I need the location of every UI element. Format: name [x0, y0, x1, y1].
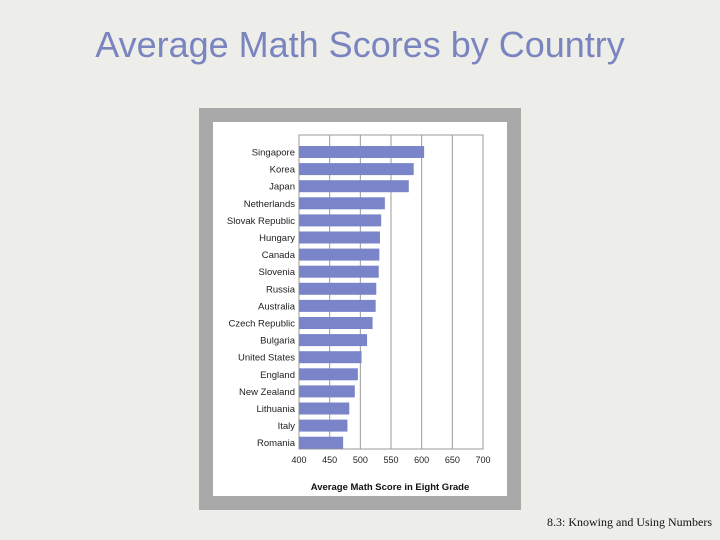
category-label: New Zealand [239, 387, 295, 398]
bar [299, 265, 379, 278]
bar [299, 334, 368, 347]
bar [299, 248, 380, 261]
bar [299, 146, 425, 158]
bar [299, 317, 373, 329]
category-label: Netherlands [244, 199, 295, 210]
bar [299, 282, 377, 295]
chart-frame: Singapore Korea Japan Netherlands Slovak Rep… [199, 108, 521, 510]
slide-title: Average Math Scores by Country [95, 24, 625, 65]
bar [299, 368, 358, 381]
x-tick-labels: 400 450 500 550 600 650 700 [291, 455, 490, 465]
category-label: England [260, 370, 295, 381]
bar-chart: Singapore Korea Japan Netherlands Slovak Rep… [227, 134, 491, 493]
x-tick-label: 550 [383, 455, 398, 465]
category-label: United States [238, 353, 295, 364]
category-label: Bulgaria [260, 336, 296, 347]
bar [299, 180, 409, 193]
x-tick-label: 600 [414, 455, 429, 465]
bar [299, 436, 344, 449]
x-tick-label: 400 [291, 455, 306, 465]
bar [299, 163, 414, 176]
category-label: Singapore [252, 148, 295, 159]
chart-panel: Singapore Korea Japan Netherlands Slovak Rep… [213, 122, 507, 496]
footer-text: 8.3: Knowing and Using Numbers [547, 515, 712, 529]
category-label: Hungary [259, 233, 295, 244]
category-label: Japan [269, 182, 295, 193]
category-label: Lithuania [256, 404, 295, 415]
category-label: Slovenia [259, 267, 296, 278]
category-label: Canada [262, 250, 296, 261]
category-label: Slovak Republic [227, 216, 295, 227]
category-label: Australia [258, 301, 296, 312]
x-tick-label: 700 [475, 455, 490, 465]
bars [299, 146, 425, 449]
bar [299, 214, 382, 227]
category-label: Italy [278, 421, 296, 432]
category-label: Czech Republic [228, 319, 295, 330]
bar [299, 419, 348, 432]
category-label: Russia [266, 284, 296, 295]
category-label: Korea [270, 165, 296, 176]
bar [299, 385, 355, 398]
category-label: Romania [257, 438, 296, 449]
bar [299, 231, 380, 244]
x-tick-label: 650 [445, 455, 460, 465]
bar [299, 299, 376, 312]
bar [299, 402, 350, 415]
category-labels: Singapore Korea Japan Netherlands Slovak Rep… [227, 148, 296, 450]
x-tick-label: 500 [353, 455, 368, 465]
bar [299, 197, 385, 210]
x-axis-label: Average Math Score in Eight Grade [311, 482, 470, 493]
bar [299, 351, 362, 364]
x-tick-label: 450 [322, 455, 337, 465]
